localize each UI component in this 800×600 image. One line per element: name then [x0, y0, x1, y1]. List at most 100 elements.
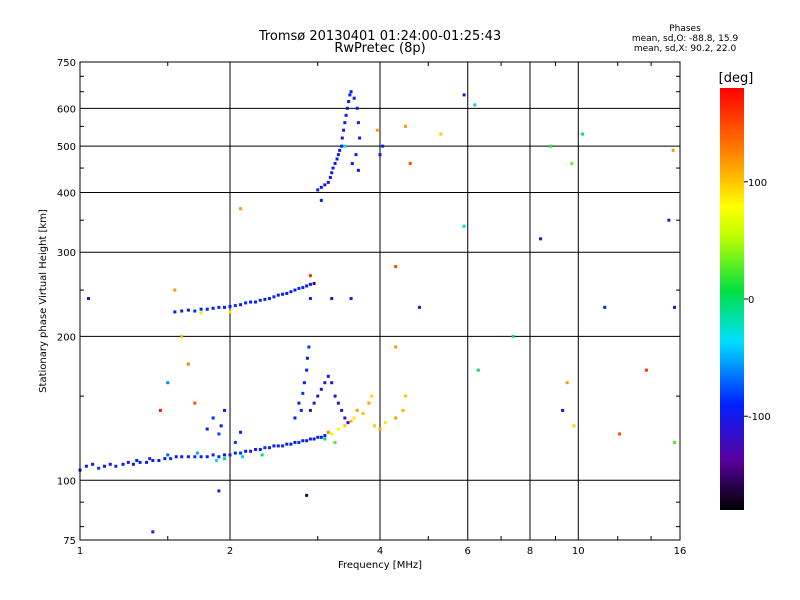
data-point: [84, 464, 88, 468]
data-point: [358, 136, 362, 140]
data-point: [308, 297, 312, 301]
x-tick-label: 6: [465, 546, 471, 557]
data-point: [352, 96, 356, 100]
data-point: [305, 493, 309, 497]
data-point: [348, 93, 352, 97]
data-point: [394, 345, 398, 349]
data-point: [205, 307, 209, 311]
data-point: [319, 435, 323, 439]
data-point: [336, 427, 340, 431]
data-point: [169, 457, 173, 461]
colorbar-label: [deg]: [719, 71, 754, 86]
colorbar-ticks: 100 0 -100: [744, 178, 771, 423]
data-point: [276, 444, 280, 448]
data-point: [151, 458, 155, 462]
data-point: [673, 440, 677, 444]
data-point: [138, 460, 142, 464]
data-point: [211, 416, 215, 420]
data-point: [316, 188, 320, 192]
data-point: [375, 128, 379, 132]
chart-subtitle: RwPretec (8p): [334, 41, 426, 56]
data-point: [297, 440, 301, 444]
data-point: [276, 293, 280, 297]
data-point: [319, 198, 323, 202]
data-point: [355, 106, 359, 110]
data-point: [228, 310, 232, 314]
data-point: [299, 408, 303, 412]
data-point: [539, 237, 543, 241]
data-point: [336, 153, 340, 157]
data-point: [581, 132, 585, 136]
data-point: [244, 301, 248, 305]
x-tick-label: 4: [377, 546, 383, 557]
data-point: [297, 286, 301, 290]
data-point: [199, 455, 203, 459]
grid-lines: [80, 62, 680, 540]
x-axis-label: Frequency [MHz]: [338, 560, 422, 571]
data-point: [340, 136, 344, 140]
data-point: [215, 458, 219, 462]
data-point: [350, 161, 354, 165]
data-point: [673, 305, 677, 309]
x-tick-label: 1: [77, 546, 83, 557]
data-point: [186, 362, 190, 366]
data-point: [349, 419, 353, 423]
data-point: [340, 408, 344, 412]
data-point: [166, 381, 170, 385]
y-tick-label: 100: [57, 476, 76, 487]
data-point: [330, 297, 334, 301]
data-point: [307, 345, 311, 349]
data-point: [403, 394, 407, 398]
data-point: [618, 432, 622, 436]
data-point: [193, 309, 197, 313]
colorbar-tick-label: 100: [748, 178, 767, 189]
data-point: [330, 171, 334, 175]
data-point: [356, 168, 360, 172]
data-point: [114, 464, 118, 468]
data-point: [561, 408, 565, 412]
data-point: [367, 401, 371, 405]
x-tick-label: 16: [674, 546, 687, 557]
data-point: [217, 432, 221, 436]
data-point: [340, 144, 344, 148]
data-point: [356, 121, 360, 125]
data-point: [233, 440, 237, 444]
data-point: [145, 460, 149, 464]
data-point: [301, 286, 305, 290]
data-point: [163, 457, 167, 461]
data-point: [439, 132, 443, 136]
data-point: [131, 462, 135, 466]
data-point: [267, 446, 271, 450]
phase-stats-x: mean, sd,X: 90.2, 22.0: [633, 44, 737, 54]
data-point: [336, 401, 340, 405]
data-point: [126, 460, 130, 464]
data-point: [148, 457, 152, 461]
data-point: [293, 416, 297, 420]
data-point: [281, 444, 285, 448]
data-point: [343, 144, 347, 148]
data-point: [308, 408, 312, 412]
data-point: [308, 274, 312, 278]
data-point: [345, 106, 349, 110]
data-point: [223, 305, 227, 309]
data-point: [180, 309, 184, 313]
data-point: [267, 297, 271, 301]
y-tick-label: 600: [57, 104, 76, 115]
data-point: [361, 411, 365, 415]
data-point: [258, 447, 262, 451]
y-tick-label: 75: [63, 536, 76, 547]
data-point: [260, 453, 264, 457]
data-point: [373, 424, 377, 428]
data-point: [233, 304, 237, 308]
data-point: [305, 439, 309, 443]
data-point: [326, 180, 330, 184]
data-point: [219, 424, 223, 428]
data-point: [394, 416, 398, 420]
data-point: [173, 288, 177, 292]
data-point: [565, 381, 569, 385]
data-point: [331, 166, 335, 170]
data-point: [312, 437, 316, 441]
data-points: [78, 90, 677, 534]
data-point: [253, 300, 257, 304]
data-point: [285, 442, 289, 446]
